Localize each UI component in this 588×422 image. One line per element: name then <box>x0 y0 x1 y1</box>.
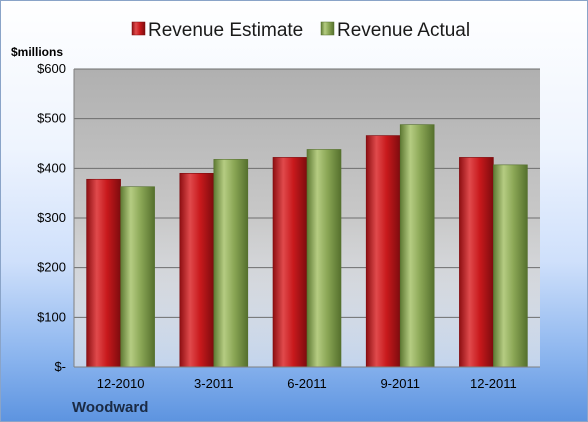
bar-revenue-actual <box>213 159 249 368</box>
bar-revenue-estimate <box>459 157 494 368</box>
y-tick-label: $100 <box>37 309 66 324</box>
y-tick-label: $300 <box>37 210 66 225</box>
y-axis-unit-label: $millions <box>11 45 63 59</box>
bar-revenue-actual <box>493 164 528 368</box>
y-tick-label: $500 <box>37 111 66 126</box>
legend-swatch-actual <box>320 21 335 36</box>
legend-swatch-estimate <box>131 21 146 36</box>
bar-revenue-estimate <box>365 135 401 368</box>
legend: Revenue Estimate Revenue Actual <box>131 20 470 41</box>
legend-label-actual: Revenue Actual <box>337 20 470 41</box>
x-tick-labels: 12-2010 3-2011 6-2011 9-2011 12-2011 <box>97 376 517 391</box>
x-tick-label: 9-2011 <box>380 376 420 391</box>
bars-group <box>86 124 528 368</box>
company-name: Woodward <box>72 399 148 416</box>
axes <box>73 69 540 368</box>
x-tick-label: 12-2011 <box>470 376 517 391</box>
y-tick-label: $- <box>54 359 66 374</box>
y-tick-labels: $- $100 $200 $300 $400 $500 $600 <box>37 61 66 374</box>
bar-revenue-actual <box>120 186 155 368</box>
y-tick-label: $400 <box>37 160 66 175</box>
bar-revenue-estimate <box>179 173 215 368</box>
x-tick-label: 3-2011 <box>194 376 234 391</box>
x-tick-label: 6-2011 <box>287 376 327 391</box>
bar-revenue-estimate <box>86 178 121 368</box>
legend-label-estimate: Revenue Estimate <box>148 20 303 41</box>
bar-revenue-actual <box>399 124 435 368</box>
y-tick-label: $200 <box>37 260 66 275</box>
x-tick-label: 12-2010 <box>97 376 145 391</box>
bar-revenue-estimate <box>272 157 308 368</box>
bar-revenue-actual <box>306 149 342 368</box>
y-tick-label: $600 <box>37 61 66 76</box>
